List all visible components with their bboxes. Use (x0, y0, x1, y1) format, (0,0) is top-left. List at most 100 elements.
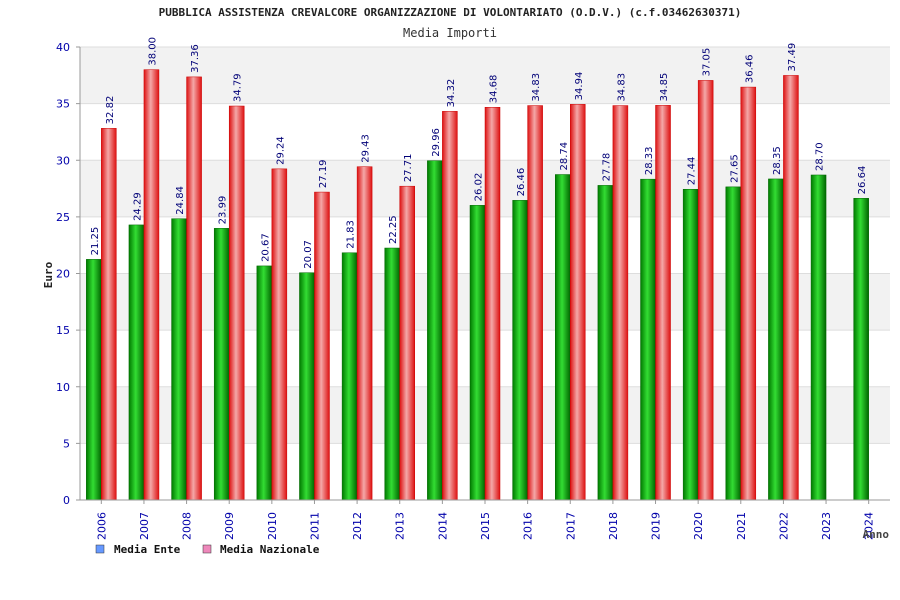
legend: Media Ente Media Nazionale (95, 543, 320, 556)
bar-value-label: 21.25 (90, 227, 101, 256)
bar-value-labels: 21.25 32.82 24.29 38.00 24.84 37.36 23.99 34.79… (90, 37, 868, 269)
bar-value-label: 34.85 (659, 73, 670, 102)
legend-label-media-nazionale: Media Nazionale (220, 543, 320, 556)
bar-value-label: 34.32 (446, 79, 457, 108)
bar-value-label: 29.24 (275, 136, 286, 165)
y-tick-label: 0 (63, 494, 70, 507)
x-tick-label: 2024 (863, 512, 876, 540)
bar-value-label: 22.25 (388, 215, 399, 244)
bar-media-ente (86, 259, 102, 501)
bar-media-nazionale (186, 76, 202, 501)
x-tick-label: 2020 (692, 512, 705, 540)
legend-label-media-ente: Media Ente (114, 543, 181, 556)
x-tick-label: 2015 (479, 512, 492, 540)
bar-value-label: 21.83 (346, 220, 357, 249)
bar-media-ente (299, 272, 315, 501)
y-tick-label: 25 (56, 211, 70, 224)
bar-value-label: 24.84 (175, 186, 186, 215)
bar-media-ente (128, 224, 145, 501)
bar-media-nazionale (783, 75, 799, 501)
x-tick-label: 2008 (181, 512, 194, 540)
bar-media-nazionale (399, 185, 415, 501)
bar-media-ente (384, 247, 400, 501)
bar-media-nazionale (101, 128, 117, 501)
bar-value-label: 34.68 (489, 75, 500, 104)
bar-media-ente (640, 178, 656, 501)
y-axis-ticks: 0 5 10 15 20 25 30 35 40 (56, 41, 80, 507)
bar-value-label: 27.65 (729, 154, 740, 183)
bar-media-nazionale (314, 191, 330, 501)
bar-media-ente (512, 200, 528, 501)
bar-media-nazionale (570, 104, 586, 501)
x-tick-label: 2014 (436, 512, 449, 540)
bar-value-label: 29.96 (431, 128, 442, 157)
bar-value-label: 38.00 (147, 37, 158, 66)
y-tick-label: 30 (56, 154, 70, 167)
chart-title: PUBBLICA ASSISTENZA CREVALCORE ORGANIZZA… (159, 6, 742, 19)
bar-value-label: 27.71 (403, 154, 414, 183)
bar-media-ente (597, 185, 614, 501)
x-tick-label: 2017 (564, 512, 577, 540)
x-tick-label: 2009 (223, 512, 236, 540)
bar-value-label: 29.43 (361, 134, 372, 163)
bar-media-ente (810, 174, 827, 501)
bar-media-ente (256, 265, 273, 501)
bar-media-nazionale (740, 86, 757, 501)
bar-value-label: 28.33 (644, 147, 655, 176)
bar-value-label: 28.35 (772, 146, 783, 175)
bar-value-label: 27.78 (601, 153, 612, 182)
chart-subtitle: Media Importi (403, 26, 497, 40)
bar-value-label: 36.46 (744, 54, 755, 83)
y-tick-label: 10 (56, 381, 70, 394)
y-axis-label: Euro (42, 261, 55, 288)
x-tick-label: 2023 (820, 512, 833, 540)
bar-value-label: 20.07 (303, 240, 314, 269)
bar-value-label: 27.19 (318, 159, 329, 188)
bar-value-label: 28.70 (815, 142, 826, 171)
bar-media-ente (341, 252, 358, 501)
bar-value-label: 26.02 (474, 173, 485, 202)
bar-media-ente (682, 188, 699, 501)
bar-value-label: 23.99 (218, 196, 229, 225)
x-tick-label: 2021 (735, 512, 748, 540)
bar-media-ente (768, 178, 784, 501)
bar-media-nazionale (356, 166, 373, 501)
bar-media-ente (555, 174, 571, 501)
x-axis-label: Anno (863, 528, 890, 541)
bar-value-label: 20.67 (260, 233, 271, 262)
x-tick-label: 2010 (266, 512, 279, 540)
bar-value-label: 37.49 (787, 43, 798, 72)
bar-media-nazionale (271, 168, 288, 501)
x-tick-label: 2013 (394, 512, 407, 540)
bar-media-nazionale (442, 111, 458, 501)
bar-media-ente (853, 198, 869, 501)
bar-media-nazionale (484, 106, 501, 501)
bar-media-ente (171, 218, 187, 501)
x-tick-label: 2022 (777, 512, 790, 540)
bar-media-nazionale (697, 80, 714, 501)
x-tick-label: 2007 (138, 512, 151, 540)
bar-value-label: 28.74 (559, 142, 570, 171)
x-tick-label: 2016 (522, 512, 535, 540)
x-tick-label: 2006 (95, 512, 108, 540)
bar-media-nazionale (143, 69, 160, 501)
bar-value-label: 26.64 (857, 166, 868, 195)
bar-value-label: 34.83 (531, 73, 542, 102)
x-tick-label: 2019 (650, 512, 663, 540)
bar-media-nazionale (228, 105, 245, 501)
legend-swatch-media-ente (95, 544, 105, 554)
legend-swatch-media-nazionale (202, 544, 212, 554)
bar-media-ente (213, 228, 230, 501)
bar-value-label: 37.05 (702, 48, 713, 77)
bar-value-label: 24.29 (132, 192, 143, 221)
y-tick-label: 15 (56, 324, 70, 337)
bar-value-label: 27.44 (687, 157, 698, 186)
bar-media-nazionale (655, 105, 671, 501)
bar-value-label: 32.82 (105, 96, 116, 125)
bar-media-ente (469, 205, 486, 501)
x-tick-label: 2018 (607, 512, 620, 540)
bar-value-label: 26.46 (516, 168, 527, 197)
x-axis-ticks: 2006 2007 2008 2009 2010 2011 2012 2013 2014 2015… (95, 500, 876, 540)
bar-value-label: 37.36 (190, 44, 201, 73)
bar-value-label: 34.79 (233, 73, 244, 102)
